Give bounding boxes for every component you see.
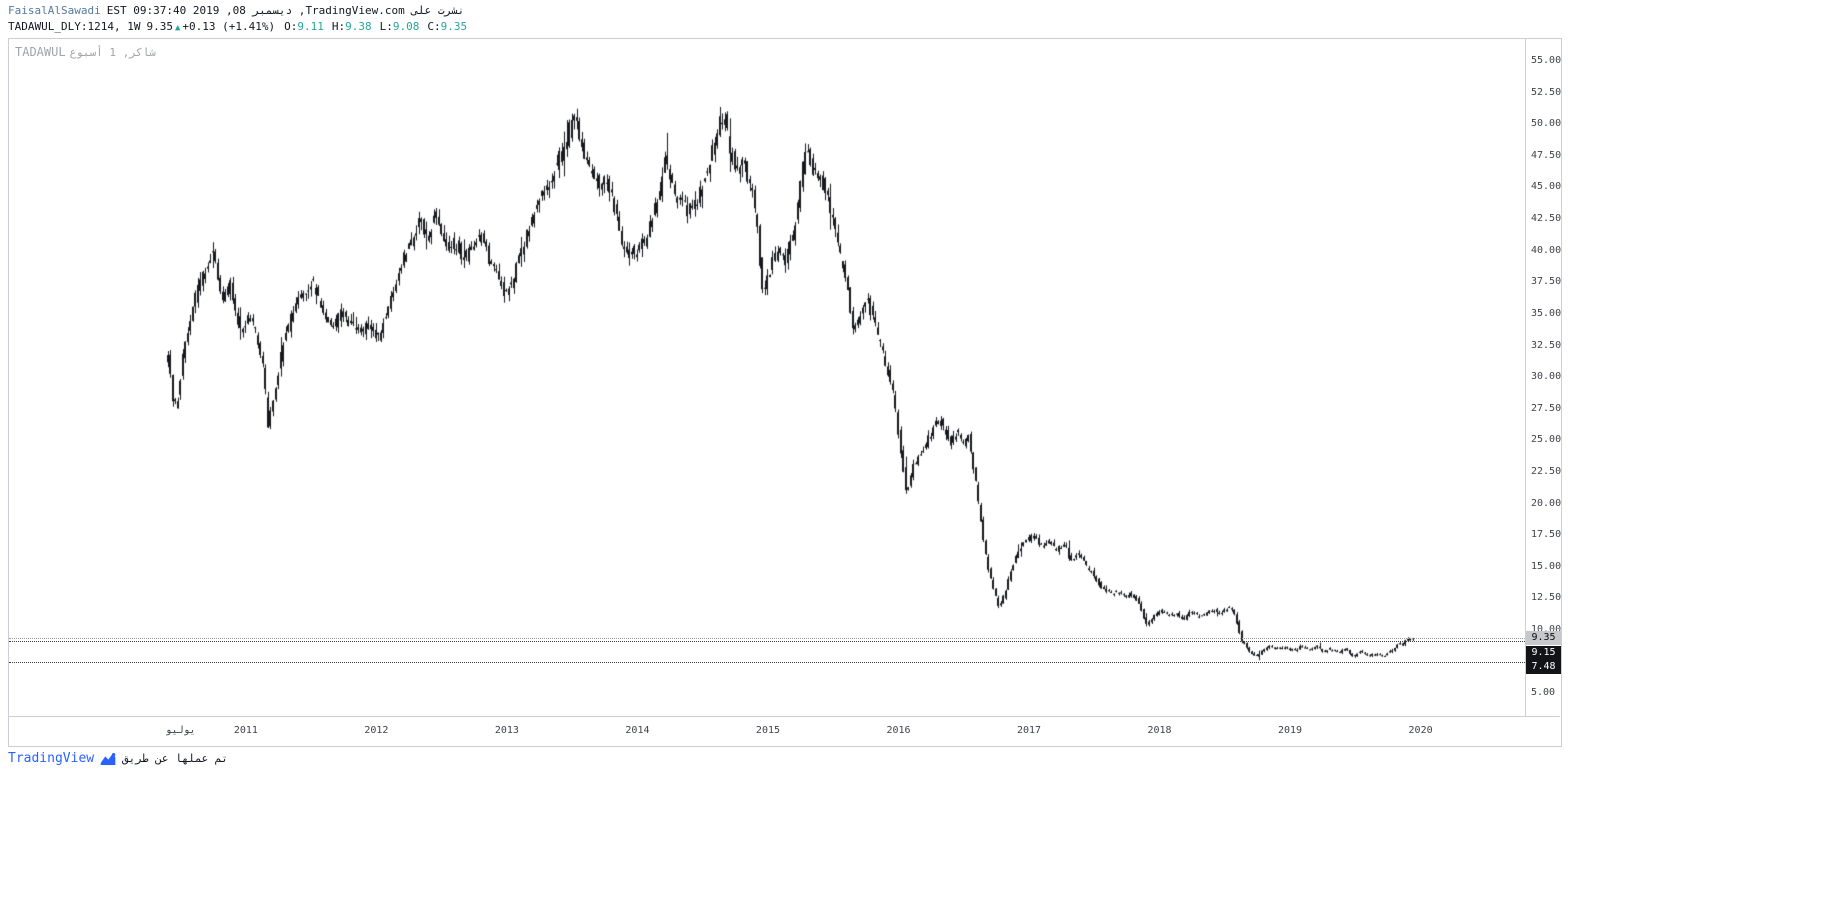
- current-price-label: 9.35: [1526, 631, 1561, 645]
- made-by-text: تم عملها عن طريق: [122, 752, 229, 765]
- time-tick-label: 2013: [494, 725, 519, 736]
- price-tick-label: 45.00: [1531, 181, 1562, 193]
- price-tick-label: 55.00: [1531, 55, 1562, 66]
- close-value: C:9.35: [427, 20, 468, 33]
- up-triangle-icon: ▲: [174, 23, 181, 33]
- price-tick-label: 5.00: [1531, 687, 1556, 699]
- current-price-line: [9, 638, 1525, 639]
- price-tick-label: 30.00: [1531, 371, 1562, 383]
- time-tick-label: 2019: [1278, 725, 1303, 736]
- candlestick-canvas[interactable]: [9, 39, 1525, 716]
- watermark-symbol-interval: شاكر, 1 أسبوع: [69, 46, 156, 59]
- high-value: H:9.38: [331, 20, 372, 33]
- last-price: 9.35: [146, 20, 173, 33]
- price-change: +0.13 (+1.41%): [182, 20, 276, 33]
- price-axis[interactable]: 55.00 52.50 50.00 47.50 45.00 42.50 40.00 37.50…: [1525, 39, 1561, 716]
- chart-frame: TADAWUL شاكر, 1 أسبوع 55.00 52.50 50.00 47.5…: [8, 38, 1562, 747]
- time-tick-label: 2020: [1408, 725, 1433, 736]
- time-tick-label: 2017: [1016, 725, 1042, 736]
- time-axis[interactable]: يوليو 2011 2012 2013 2014 2015 2016 2017 2018 201…: [9, 716, 1560, 746]
- chart-watermark: TADAWUL شاكر, 1 أسبوع: [15, 45, 156, 59]
- time-tick-label: 2018: [1147, 725, 1172, 736]
- price-tick-label: 37.50: [1531, 276, 1562, 288]
- published-on-text: نشرت على TradingView.com, ديسمبر 08, 201…: [106, 4, 465, 17]
- level-price-label: 9.15: [1526, 646, 1561, 660]
- price-tick-label: 42.50: [1531, 213, 1562, 225]
- horizontal-level-line[interactable]: [9, 662, 1525, 663]
- author-username-link[interactable]: FaisalAlSawadi: [8, 4, 101, 17]
- price-tick-label: 20.00: [1531, 497, 1562, 509]
- price-tick-label: 25.00: [1531, 434, 1562, 446]
- price-tick-label: 17.50: [1531, 529, 1562, 541]
- open-value: O:9.11: [284, 20, 324, 33]
- price-tick-label: 52.50: [1531, 86, 1562, 98]
- time-tick-label: 2012: [364, 725, 389, 736]
- chart-plot[interactable]: TADAWUL شاكر, 1 أسبوع: [9, 39, 1525, 716]
- price-tick-label: 50.00: [1531, 118, 1562, 130]
- watermark-exchange: TADAWUL: [15, 45, 66, 59]
- time-tick-label: 2015: [755, 725, 781, 736]
- time-tick-label: 2016: [886, 725, 911, 736]
- price-tick-label: 22.50: [1531, 465, 1562, 477]
- price-tick-label: 40.00: [1531, 244, 1562, 256]
- tradingview-logo-icon: [100, 752, 116, 766]
- price-tick-label: 35.00: [1531, 307, 1562, 319]
- price-tick-label: 47.50: [1531, 149, 1562, 161]
- header: FaisalAlSawadi نشرت على TradingView.com, …: [8, 3, 475, 35]
- price-tick-label: 10.00: [1531, 624, 1562, 636]
- time-tick-label: 2011: [233, 725, 258, 736]
- time-tick-label: 2014: [625, 725, 650, 736]
- time-tick-label: يوليو: [165, 725, 196, 736]
- horizontal-level-line[interactable]: [9, 641, 1525, 642]
- symbol-info-line: TADAWUL_DLY:1214, 1W 9.35 ▲ +0.13 (+1.41%) O…: [8, 19, 475, 35]
- published-line: FaisalAlSawadi نشرت على TradingView.com, …: [8, 3, 475, 19]
- low-value: L:9.08: [379, 20, 420, 33]
- price-tick-label: 15.00: [1531, 560, 1562, 572]
- tradingview-brand-link[interactable]: TradingView: [8, 751, 95, 766]
- level-price-label: 7.48: [1526, 660, 1561, 674]
- price-tick-label: 12.50: [1531, 592, 1562, 604]
- symbol-interval: TADAWUL_DLY:1214, 1W: [8, 20, 141, 33]
- price-tick-label: 32.50: [1531, 339, 1562, 351]
- price-tick-label: 27.50: [1531, 402, 1562, 414]
- footer-attribution: TradingView تم عملها عن طريق: [8, 751, 228, 766]
